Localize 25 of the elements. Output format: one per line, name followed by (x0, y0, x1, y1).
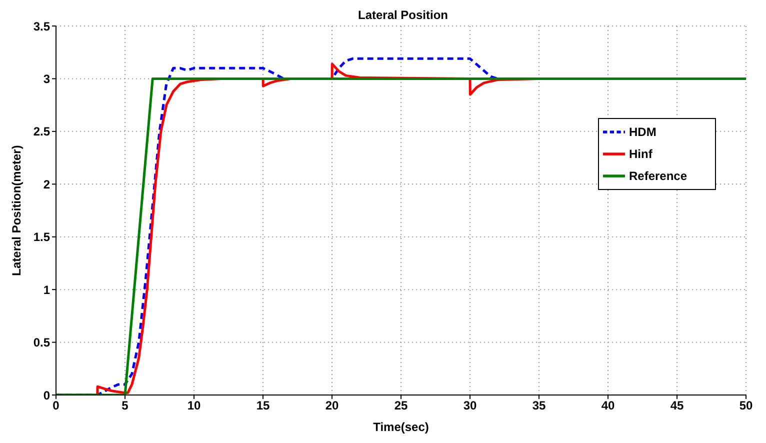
y-tick-label: 2.5 (33, 124, 50, 139)
x-tick-label: 45 (670, 398, 684, 413)
chart-title: Lateral Position (358, 8, 448, 22)
y-tick-label: 3.5 (33, 19, 50, 34)
y-axis-title: Lateral Position(meter) (9, 145, 24, 276)
y-tick-label: 3 (43, 72, 50, 86)
legend-label: HDM (629, 125, 656, 140)
x-tick-label: 30 (463, 398, 477, 413)
x-tick-label: 40 (601, 398, 615, 413)
x-tick-label: 20 (325, 398, 339, 413)
y-tick-label: 2 (43, 177, 50, 192)
y-tick-label: 0.5 (33, 336, 50, 350)
x-tick-label: 10 (187, 398, 201, 413)
x-tick-label: 5 (122, 398, 129, 413)
x-tick-label: 35 (532, 398, 546, 413)
x-axis-title: Time(sec) (373, 420, 429, 434)
y-tick-label: 1 (43, 282, 50, 297)
y-tick-label: 0 (43, 388, 50, 402)
x-tick-label: 50 (739, 398, 753, 413)
x-tick-label: 0 (52, 398, 60, 413)
legend-label: Hinf (629, 147, 652, 162)
y-tick-label: 1.5 (33, 230, 50, 244)
x-tick-label: 25 (394, 398, 408, 413)
x-tick-label: 15 (256, 398, 270, 413)
legend-label: Reference (629, 169, 688, 184)
